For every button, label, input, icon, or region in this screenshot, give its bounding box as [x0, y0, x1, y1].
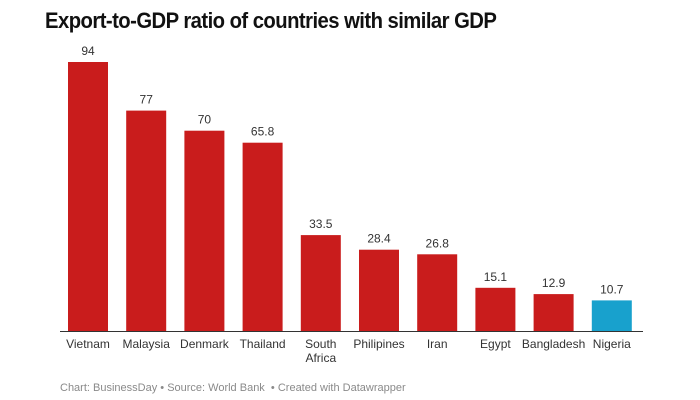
footer-separator: •	[157, 382, 168, 394]
value-label: 15.1	[484, 270, 508, 284]
x-tick-label-line: Malaysia	[123, 337, 171, 351]
bars-group	[68, 62, 632, 331]
bar-thailand	[242, 142, 283, 331]
x-tick-label-line: Egypt	[480, 337, 511, 351]
bar-vietnam	[68, 62, 108, 331]
value-label: 33.5	[309, 217, 333, 231]
bar-philipines	[359, 249, 399, 331]
x-tick-label: Thailand	[240, 337, 286, 351]
bar-bangladesh	[533, 294, 574, 331]
bar-nigeria	[591, 300, 632, 331]
value-labels-group: 94 77 70 65.8 33.5 28.4 26.8 15.1 12.9 10.7	[81, 44, 623, 296]
value-label: 28.4	[367, 232, 391, 246]
x-tick-label-line: Thailand	[240, 337, 286, 351]
x-tick-label: Bangladesh	[522, 337, 585, 351]
chart-credit: Chart: BusinessDay	[60, 382, 158, 394]
x-tick-label: Vietnam	[66, 337, 110, 351]
x-tick-label-line: Denmark	[180, 337, 230, 351]
bar-egypt	[475, 287, 516, 331]
value-label: 12.9	[542, 276, 566, 290]
value-label: 10.7	[600, 282, 624, 296]
x-tick-label-line: Bangladesh	[522, 337, 585, 351]
x-tick-label: Denmark	[180, 337, 230, 351]
value-label: 94	[81, 44, 95, 58]
x-tick-label: Philipines	[353, 337, 404, 351]
footer: Chart: BusinessDay • Source: World Bank …	[60, 382, 406, 394]
x-tick-label-line: Philipines	[353, 337, 404, 351]
x-tick-label-line: South	[305, 337, 336, 351]
x-tick-label: Iran	[427, 337, 448, 351]
x-tick-label: Egypt	[480, 337, 511, 351]
x-tick-label: Malaysia	[123, 337, 171, 351]
x-tick-label-line: Vietnam	[66, 337, 110, 351]
datawrapper-credit: Created with Datawrapper	[277, 382, 406, 394]
x-tick-label: Nigeria	[593, 337, 631, 351]
x-tick-label: South Africa	[305, 337, 336, 365]
value-label: 65.8	[251, 125, 275, 139]
chart-title: Export-to-GDP ratio of countries with si…	[45, 8, 497, 33]
bar-malaysia	[126, 110, 167, 331]
x-tick-label-line: Iran	[427, 337, 448, 351]
bar-denmark	[184, 130, 225, 331]
x-tick-label-line: Africa	[305, 351, 336, 365]
bar-iran	[417, 254, 458, 331]
bar-south-africa	[300, 235, 341, 331]
value-label: 26.8	[426, 236, 450, 250]
footer-separator: •	[267, 382, 278, 394]
x-tick-labels-group: Vietnam Malaysia Denmark Thailand South Afric…	[66, 337, 631, 365]
x-tick-label-line: Nigeria	[593, 337, 631, 351]
source-credit: Source: World Bank	[167, 382, 265, 394]
value-label: 77	[140, 93, 154, 107]
value-label: 70	[198, 113, 212, 127]
